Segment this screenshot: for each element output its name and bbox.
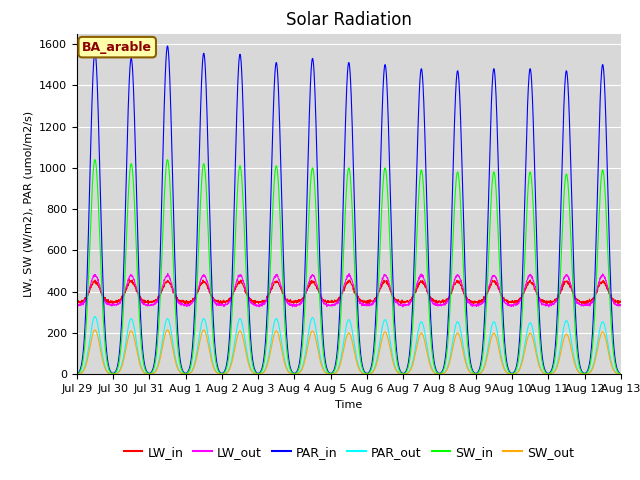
LW_in (617, 299, 625, 304)
PAR_in (617, 371, 625, 377)
Line: SW_out: SW_out (77, 330, 621, 374)
SW_in (91, 156, 99, 162)
PAR_out (91, 314, 99, 320)
PAR_out (73, 372, 81, 377)
Text: BA_arable: BA_arable (82, 41, 152, 54)
LW_in (569, 289, 577, 295)
PAR_in (584, 367, 592, 372)
LW_in (583, 301, 591, 307)
LW_in (125, 276, 133, 282)
SW_out (569, 354, 577, 360)
LW_out (508, 302, 515, 308)
PAR_out (365, 371, 372, 377)
LW_in (507, 299, 515, 304)
PAR_in (225, 344, 232, 350)
LW_out (73, 303, 81, 309)
SW_in (569, 284, 577, 289)
SW_out (91, 327, 99, 333)
PAR_out (507, 372, 515, 377)
Line: PAR_out: PAR_out (77, 317, 621, 374)
Line: PAR_in: PAR_in (77, 46, 621, 374)
Line: SW_in: SW_in (77, 159, 621, 374)
Legend: LW_in, LW_out, PAR_in, PAR_out, SW_in, SW_out: LW_in, LW_out, PAR_in, PAR_out, SW_in, S… (118, 441, 579, 464)
LW_out (584, 301, 592, 307)
Title: Solar Radiation: Solar Radiation (286, 11, 412, 29)
LW_in (376, 286, 384, 291)
SW_out (617, 372, 625, 377)
PAR_out (376, 336, 384, 341)
SW_in (507, 371, 515, 376)
LW_in (365, 298, 372, 304)
PAR_out (617, 372, 625, 377)
PAR_in (73, 371, 81, 377)
SW_out (507, 372, 515, 377)
PAR_in (376, 168, 384, 173)
LW_out (617, 302, 625, 308)
LW_out (376, 281, 384, 287)
LW_in (584, 298, 592, 304)
Y-axis label: LW, SW (W/m2), PAR (umol/m2/s): LW, SW (W/m2), PAR (umol/m2/s) (24, 111, 33, 297)
LW_in (225, 296, 232, 302)
SW_out (365, 372, 372, 377)
PAR_out (569, 348, 577, 354)
PAR_in (507, 370, 515, 376)
LW_out (570, 290, 577, 296)
SW_in (617, 371, 625, 377)
LW_out (399, 304, 406, 310)
LW_out (365, 301, 372, 307)
SW_in (73, 371, 81, 377)
SW_in (584, 368, 592, 374)
LW_in (73, 299, 81, 304)
SW_out (225, 368, 232, 373)
X-axis label: Time: Time (335, 400, 362, 409)
PAR_in (569, 239, 577, 244)
SW_in (365, 371, 372, 376)
SW_in (225, 354, 232, 360)
Line: LW_in: LW_in (77, 279, 621, 304)
LW_out (164, 271, 172, 276)
Line: LW_out: LW_out (77, 274, 621, 307)
PAR_in (365, 370, 372, 375)
SW_out (376, 344, 384, 349)
SW_out (73, 372, 81, 377)
PAR_in (164, 43, 172, 49)
SW_in (376, 236, 384, 241)
LW_out (225, 300, 232, 306)
SW_out (584, 371, 592, 377)
PAR_out (584, 371, 592, 376)
PAR_out (225, 367, 232, 372)
